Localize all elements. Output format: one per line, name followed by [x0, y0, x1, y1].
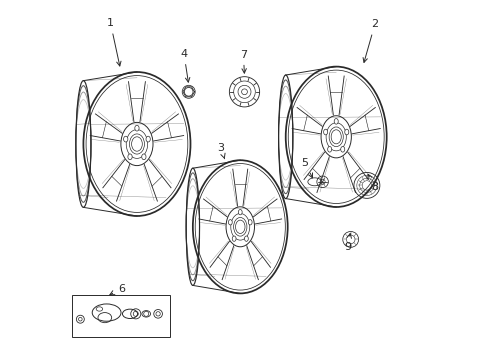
Text: 2: 2	[362, 19, 378, 62]
Text: 1: 1	[107, 18, 121, 66]
Ellipse shape	[340, 147, 344, 152]
Text: 8: 8	[367, 174, 378, 192]
Text: 6: 6	[110, 284, 124, 295]
Ellipse shape	[142, 154, 146, 160]
Ellipse shape	[323, 129, 327, 135]
Ellipse shape	[344, 129, 348, 135]
Bar	[72, 295, 169, 337]
Ellipse shape	[123, 136, 128, 142]
Ellipse shape	[238, 210, 242, 215]
Ellipse shape	[135, 125, 139, 131]
Text: 9: 9	[343, 234, 351, 252]
Text: 5: 5	[301, 158, 312, 178]
Text: 3: 3	[217, 143, 224, 159]
Ellipse shape	[228, 220, 232, 225]
Ellipse shape	[333, 118, 338, 124]
Ellipse shape	[248, 220, 252, 225]
Ellipse shape	[232, 236, 236, 241]
Ellipse shape	[244, 236, 248, 241]
Ellipse shape	[128, 154, 132, 160]
Text: 7: 7	[240, 50, 246, 73]
Ellipse shape	[146, 136, 150, 142]
Text: 4: 4	[180, 49, 189, 82]
Ellipse shape	[327, 147, 331, 152]
